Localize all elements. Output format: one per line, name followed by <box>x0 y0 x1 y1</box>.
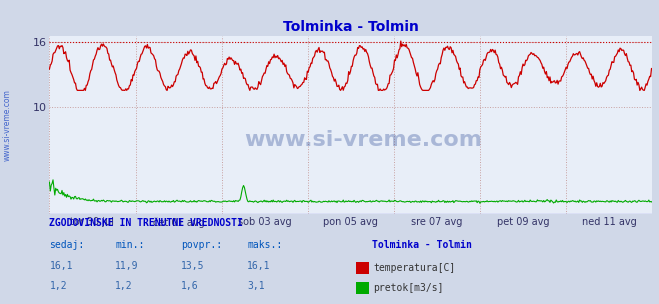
Text: 3,1: 3,1 <box>247 281 265 291</box>
Text: 13,5: 13,5 <box>181 261 205 271</box>
Text: 1,2: 1,2 <box>115 281 133 291</box>
Text: www.si-vreme.com: www.si-vreme.com <box>244 130 482 150</box>
Title: Tolminka - Tolmin: Tolminka - Tolmin <box>283 20 419 34</box>
Text: 1,6: 1,6 <box>181 281 199 291</box>
Text: sedaj:: sedaj: <box>49 240 84 250</box>
Text: min.:: min.: <box>115 240 145 250</box>
Text: 16,1: 16,1 <box>49 261 73 271</box>
Text: 1,2: 1,2 <box>49 281 67 291</box>
Text: Tolminka - Tolmin: Tolminka - Tolmin <box>372 240 473 250</box>
Text: 16,1: 16,1 <box>247 261 271 271</box>
Text: povpr.:: povpr.: <box>181 240 222 250</box>
Text: 11,9: 11,9 <box>115 261 139 271</box>
Text: www.si-vreme.com: www.si-vreme.com <box>3 89 12 161</box>
Text: maks.:: maks.: <box>247 240 282 250</box>
Text: temperatura[C]: temperatura[C] <box>373 263 455 273</box>
Text: pretok[m3/s]: pretok[m3/s] <box>373 283 444 293</box>
Text: ZGODOVINSKE IN TRENUTNE VREDNOSTI: ZGODOVINSKE IN TRENUTNE VREDNOSTI <box>49 219 243 229</box>
